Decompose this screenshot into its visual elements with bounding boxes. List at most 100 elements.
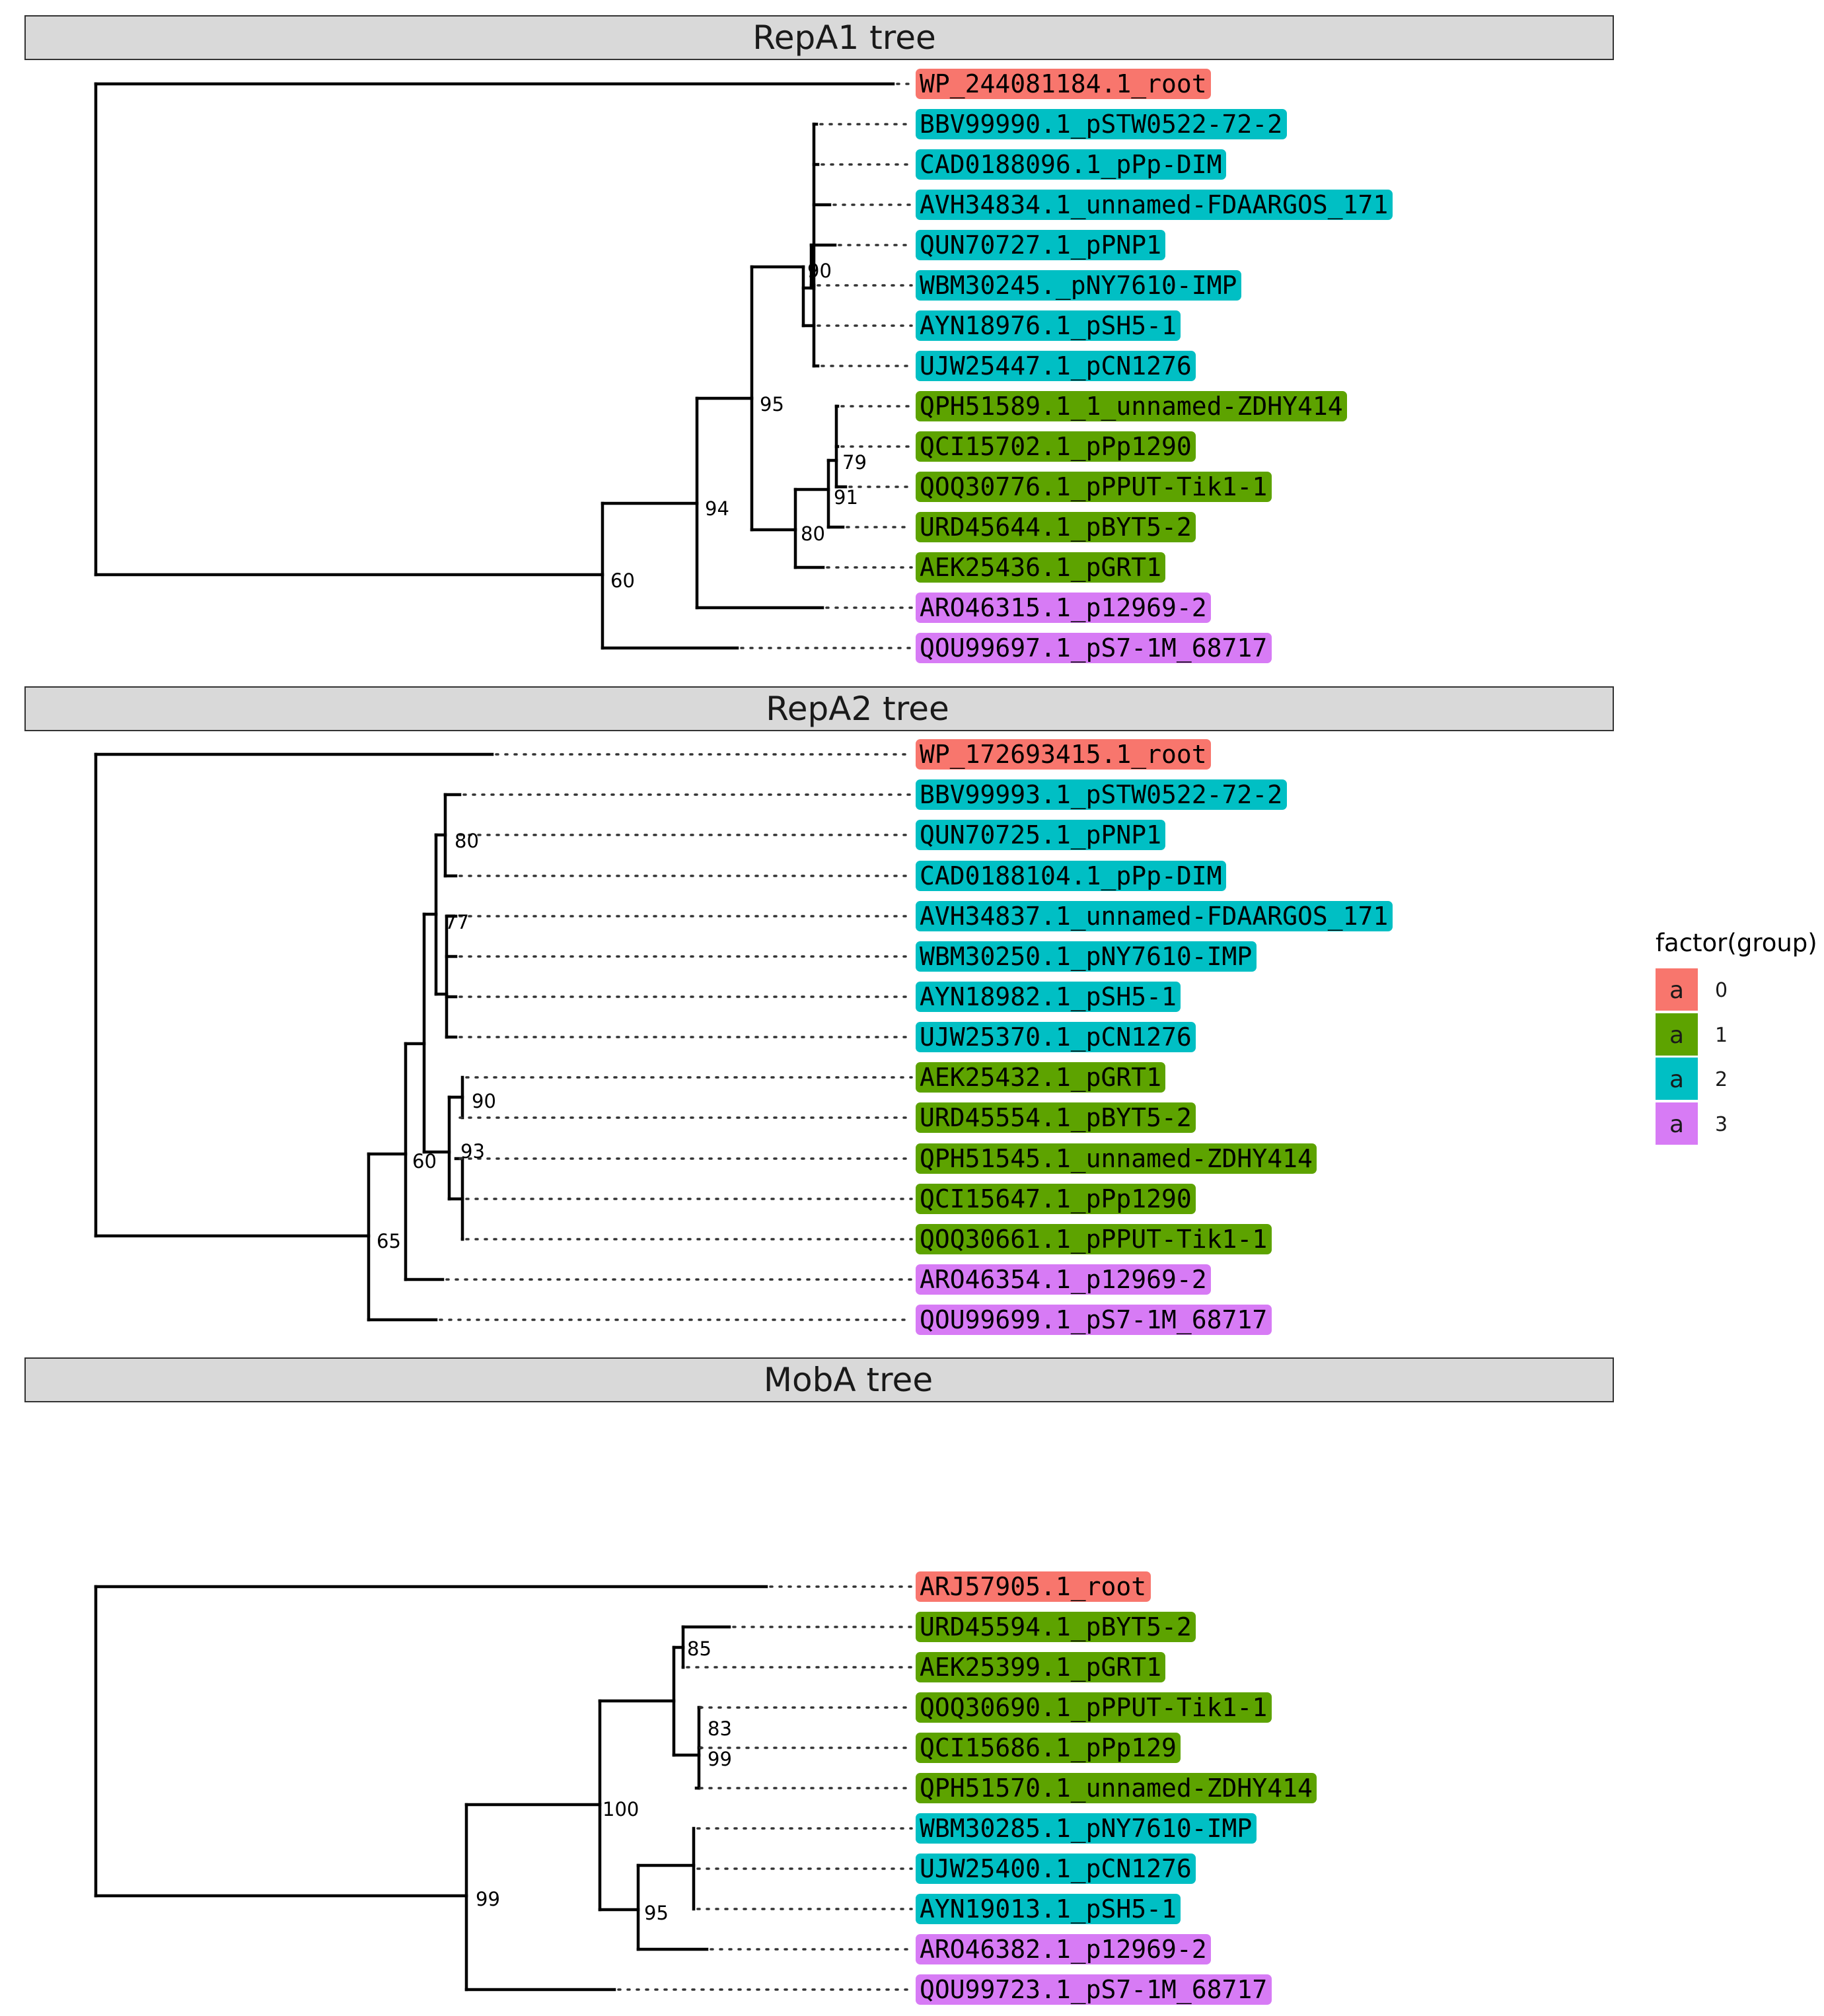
tip-label: QOU99699.1_pS7-1M_68717: [920, 1305, 1267, 1335]
tip-label: AYN18982.1_pSH5-1: [920, 982, 1177, 1012]
tip-label-background: [916, 190, 1393, 220]
panel-strip: [24, 1357, 1614, 1402]
bootstrap-value: 99: [708, 1748, 732, 1770]
panel-title: MobA tree: [764, 1361, 933, 1399]
tip-label: QOQ30690.1_pPPUT-Tik1-1: [920, 1693, 1267, 1723]
tip-label: AEK25436.1_pGRT1: [920, 553, 1161, 583]
tip-label: AVH34837.1_unnamed-FDAARGOS_171: [920, 902, 1388, 931]
tip-label-background: [916, 351, 1196, 381]
legend-key-glyph: a: [1669, 1066, 1684, 1093]
tip-label-background: [916, 1813, 1257, 1844]
tip-label: URD45594.1_pBYT5-2: [920, 1612, 1192, 1642]
bootstrap-value: 99: [476, 1888, 500, 1910]
tip-label-background: [916, 901, 1393, 931]
tip-label: UJW25370.1_pCN1276: [920, 1023, 1192, 1052]
legend-label: 0: [1715, 979, 1728, 1002]
tip-label: QOU99723.1_pS7-1M_68717: [920, 1975, 1267, 2005]
tip-label-background: [916, 941, 1257, 972]
tip-label: WBM30285.1_pNY7610-IMP: [920, 1814, 1252, 1844]
tip-label-background: [916, 230, 1165, 260]
tree-panel: MobA tree ARJ57905.1_root URD45594.1_pBYT5…: [24, 1357, 1614, 2005]
tip-label: QOQ30776.1_pPPUT-Tik1-1: [920, 472, 1267, 502]
tree-panel: RepA2 tree WP_172693415.1_root BBV99993.1_…: [24, 686, 1614, 1335]
tip-label-background: [916, 982, 1181, 1012]
bootstrap-value: 80: [455, 830, 479, 852]
tip-label: ARO46354.1_p12969-2: [920, 1265, 1207, 1295]
tip-label: QPH51545.1_unnamed-ZDHY414: [920, 1144, 1313, 1174]
legend: factor(group) a 0 a 1 a 2 a 3: [1656, 929, 1817, 1145]
tip-label-background: [916, 820, 1165, 850]
legend-label: 3: [1715, 1113, 1728, 1136]
tip-label: WP_172693415.1_root: [920, 740, 1207, 770]
tip-label-background: [916, 861, 1226, 891]
bootstrap-value: 93: [460, 1140, 485, 1163]
legend-key-glyph: a: [1669, 977, 1684, 1004]
tip-label-background: [916, 310, 1181, 341]
tip-label-background: [916, 270, 1241, 301]
tip-label-background: [916, 1934, 1211, 1964]
legend-title: factor(group): [1656, 929, 1817, 957]
tip-label-background: [916, 472, 1272, 502]
tip-label-background: [916, 1102, 1196, 1133]
tip-label: AYN19013.1_pSH5-1: [920, 1894, 1177, 1924]
bootstrap-value: 90: [472, 1090, 496, 1112]
tip-label: CAD0188104.1_pPp-DIM: [920, 861, 1222, 891]
tip-label: QOQ30661.1_pPPUT-Tik1-1: [920, 1225, 1267, 1254]
tip-label-background: [916, 1022, 1196, 1052]
tip-label-background: [916, 1974, 1272, 2005]
tip-label-background: [916, 109, 1287, 139]
legend-key: [1656, 1102, 1698, 1145]
tip-label-background: [916, 1894, 1181, 1924]
tip-label-background: [916, 69, 1211, 99]
tip-label-background: [916, 512, 1196, 542]
tip-label: WBM30245._pNY7610-IMP: [920, 271, 1237, 301]
tip-label: QPH51570.1_unnamed-ZDHY414: [920, 1774, 1313, 1803]
bootstrap-value: 95: [760, 393, 784, 415]
tip-label: UJW25447.1_pCN1276: [920, 351, 1192, 381]
tip-label-background: [916, 431, 1196, 462]
bootstrap-value: 77: [445, 911, 469, 933]
tip-label: URD45554.1_pBYT5-2: [920, 1103, 1192, 1133]
tip-label: AEK25399.1_pGRT1: [920, 1653, 1161, 1682]
legend-key: [1656, 968, 1698, 1011]
tip-label: ARO46315.1_p12969-2: [920, 593, 1207, 623]
tip-label: QOU99697.1_pS7-1M_68717: [920, 633, 1267, 663]
tip-label-background: [916, 1854, 1196, 1884]
tip-label: AEK25432.1_pGRT1: [920, 1063, 1161, 1093]
panel-title: RepA2 tree: [766, 690, 949, 728]
tip-label-background: [916, 1062, 1165, 1093]
tip-label: QCI15702.1_pPp1290: [920, 432, 1192, 462]
bootstrap-value: 80: [801, 522, 825, 545]
tip-label: CAD0188096.1_pPp-DIM: [920, 150, 1222, 180]
tip-label-background: [916, 391, 1347, 421]
tip-label-background: [916, 1143, 1317, 1174]
tip-label-background: [916, 1612, 1196, 1642]
tip-label-background: [916, 1571, 1151, 1602]
tip-label-background: [916, 1224, 1272, 1254]
tip-label: QUN70725.1_pPNP1: [920, 820, 1161, 850]
bootstrap-value: 60: [610, 569, 635, 592]
tip-label-background: [916, 149, 1226, 180]
tip-label-background: [916, 1305, 1272, 1335]
legend-label: 1: [1715, 1024, 1728, 1047]
bootstrap-value: 79: [842, 451, 867, 474]
tip-label-background: [916, 1692, 1272, 1723]
tip-label: BBV99990.1_pSTW0522-72-2: [920, 110, 1282, 139]
tip-label: WBM30250.1_pNY7610-IMP: [920, 942, 1252, 972]
panel-strip: [24, 15, 1614, 60]
bootstrap-value: 94: [705, 497, 729, 520]
tip-label: WP_244081184.1_root: [920, 69, 1207, 99]
bootstrap-value: 95: [644, 1902, 669, 1924]
bootstrap-value: 90: [807, 260, 832, 282]
legend-key: [1656, 1058, 1698, 1100]
tip-label-background: [916, 1773, 1317, 1803]
legend-key-glyph: a: [1669, 1022, 1684, 1049]
legend-key-glyph: a: [1669, 1111, 1684, 1138]
tip-label: QCI15647.1_pPp1290: [920, 1184, 1192, 1214]
tip-label-background: [916, 1733, 1181, 1763]
bootstrap-value: 85: [687, 1638, 711, 1660]
tip-label: QPH51589.1_1_unnamed-ZDHY414: [920, 392, 1343, 421]
panel-strip: [24, 686, 1614, 731]
bootstrap-value: 83: [708, 1717, 732, 1740]
